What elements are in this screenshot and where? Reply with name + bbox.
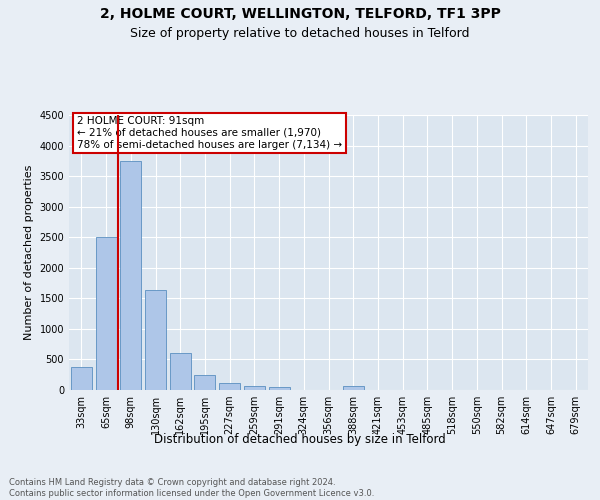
Bar	[145, 290, 166, 390]
Bar	[71, 367, 92, 390]
Bar	[219, 384, 240, 390]
Text: Distribution of detached houses by size in Telford: Distribution of detached houses by size …	[154, 432, 446, 446]
Text: Contains HM Land Registry data © Crown copyright and database right 2024.
Contai: Contains HM Land Registry data © Crown c…	[9, 478, 374, 498]
Bar	[343, 386, 364, 390]
Bar	[269, 386, 290, 390]
Bar	[95, 237, 116, 390]
Text: 2 HOLME COURT: 91sqm
← 21% of detached houses are smaller (1,970)
78% of semi-de: 2 HOLME COURT: 91sqm ← 21% of detached h…	[77, 116, 342, 150]
Bar	[170, 354, 191, 390]
Text: Size of property relative to detached houses in Telford: Size of property relative to detached ho…	[130, 28, 470, 40]
Y-axis label: Number of detached properties: Number of detached properties	[24, 165, 34, 340]
Bar	[120, 161, 141, 390]
Bar	[194, 376, 215, 390]
Text: 2, HOLME COURT, WELLINGTON, TELFORD, TF1 3PP: 2, HOLME COURT, WELLINGTON, TELFORD, TF1…	[100, 8, 500, 22]
Bar	[244, 386, 265, 390]
